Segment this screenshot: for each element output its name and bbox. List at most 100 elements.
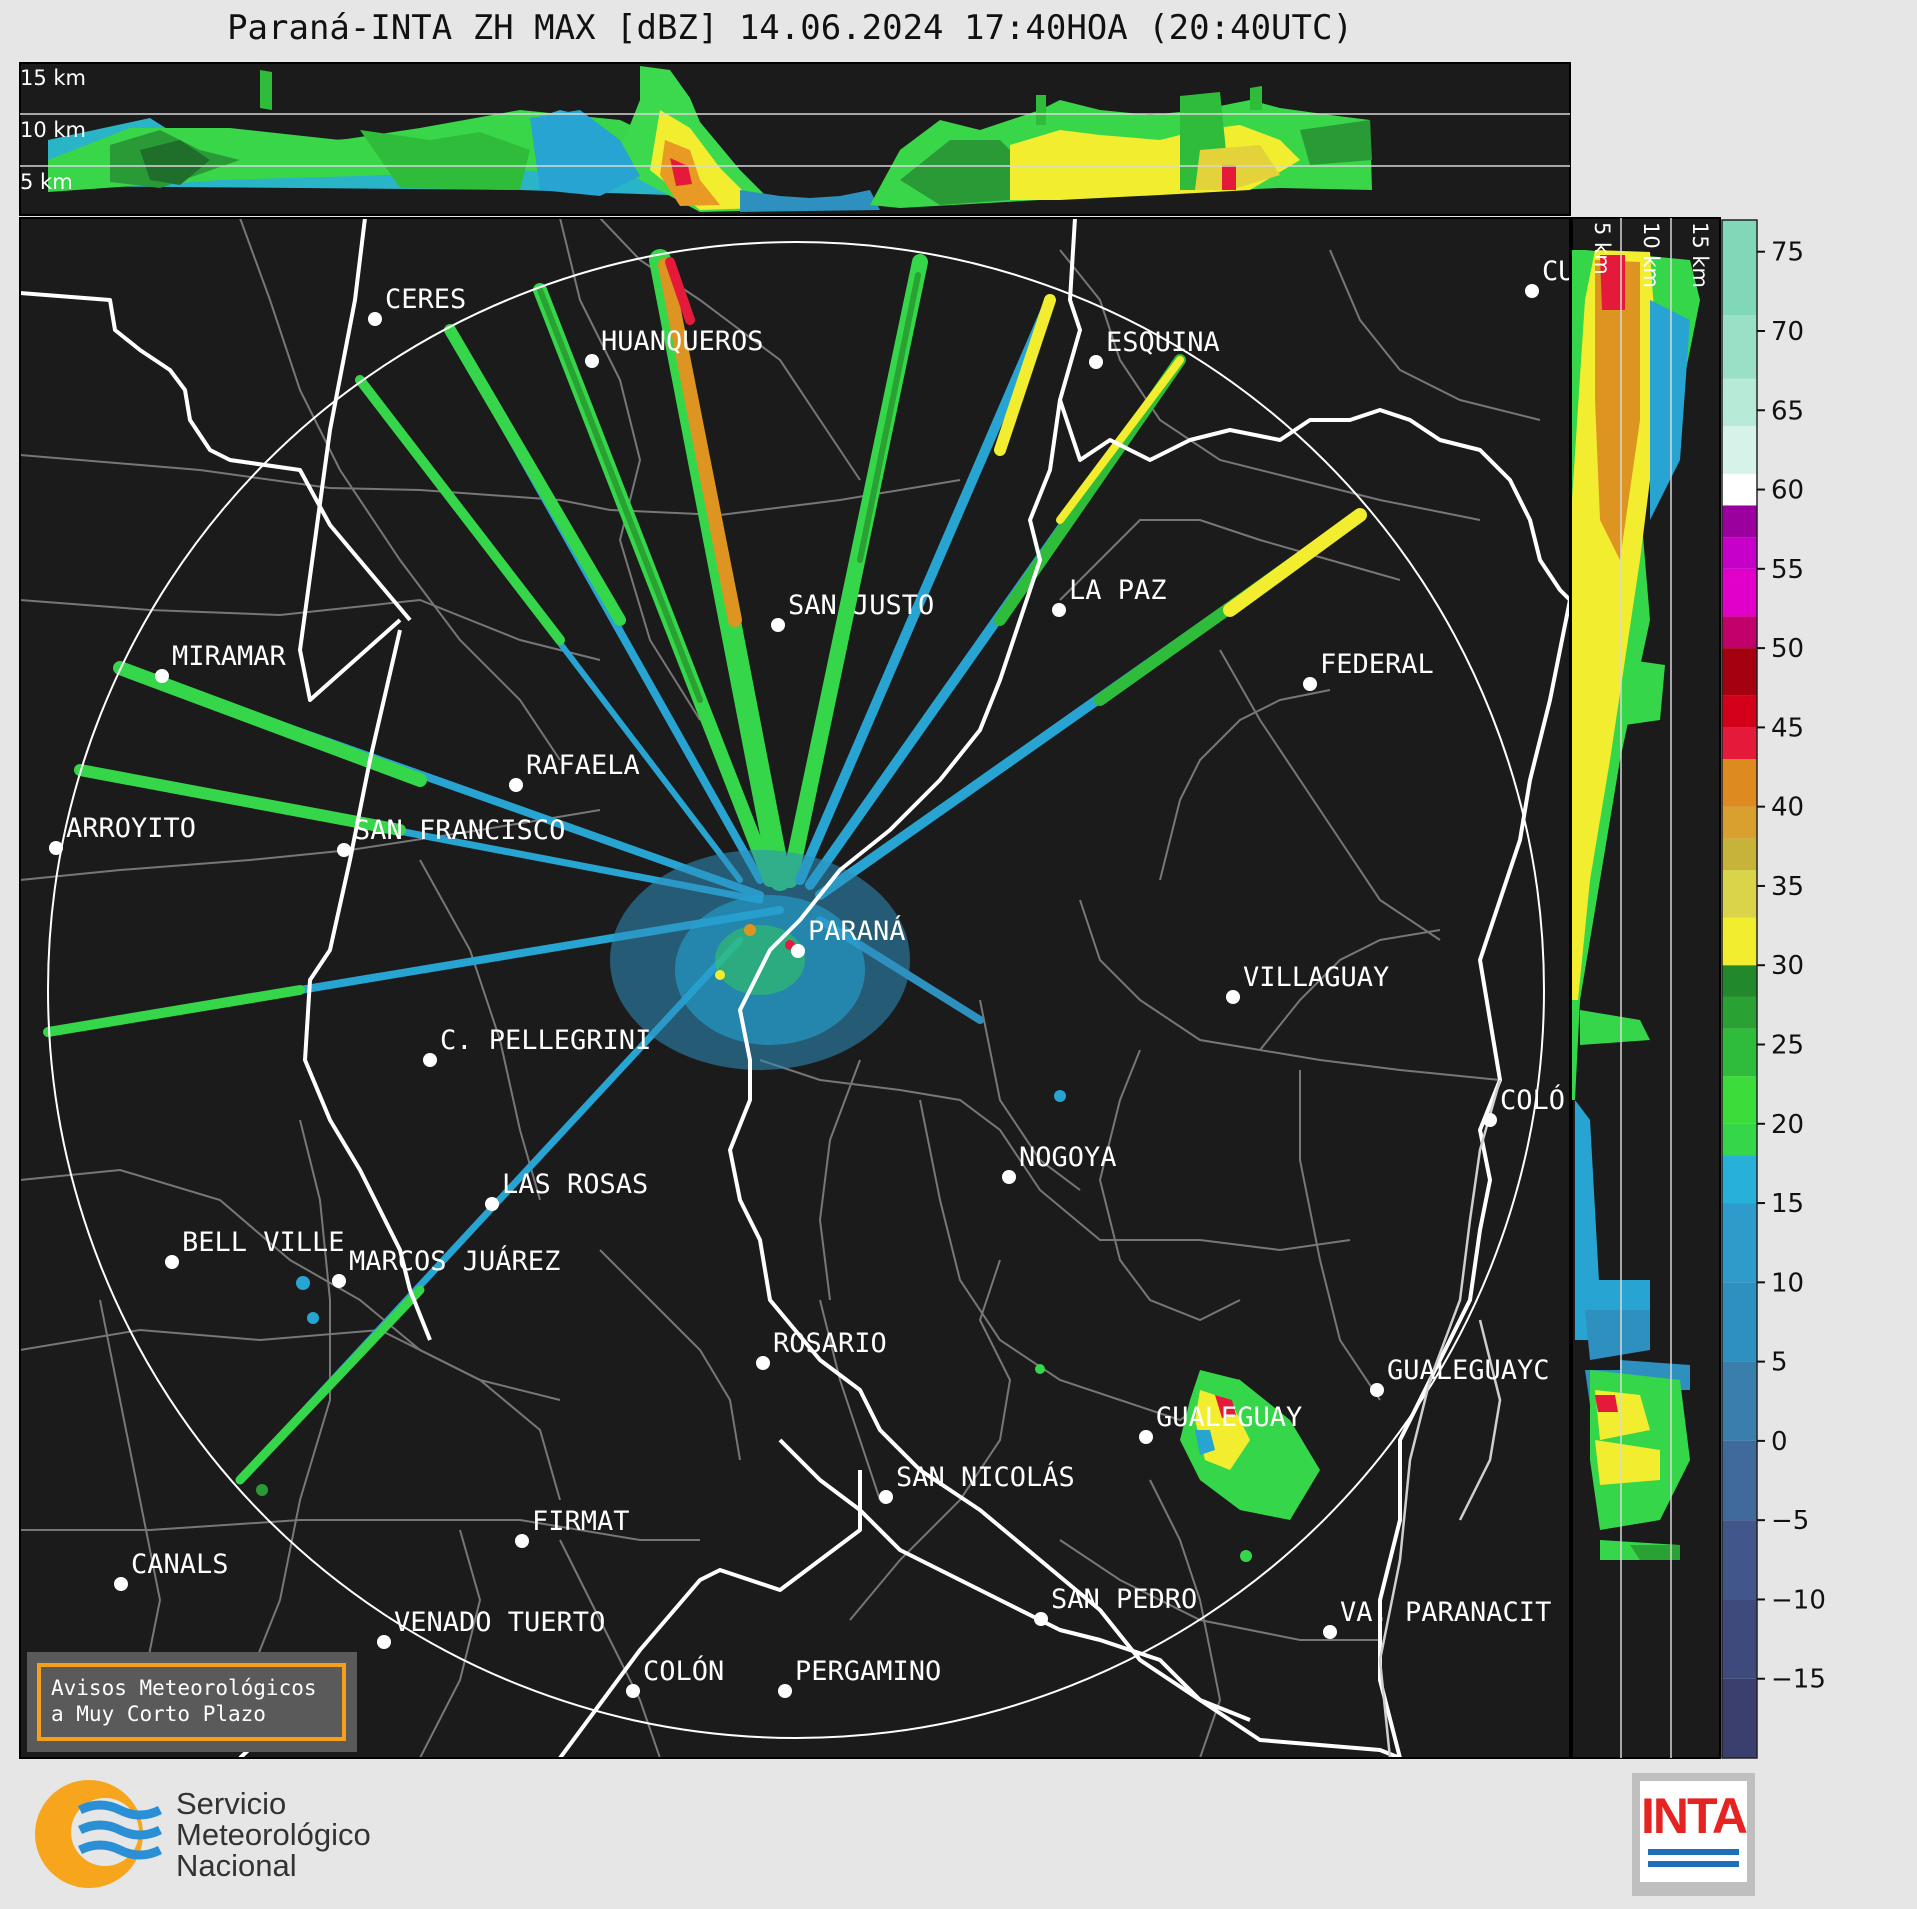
colorbar-segment — [1722, 1282, 1757, 1362]
colorbar-segment — [1722, 1361, 1757, 1441]
colorbar-tick-label: 35 — [1771, 872, 1804, 902]
colorbar-segment — [1722, 648, 1757, 696]
colorbar-segments — [1722, 220, 1757, 1758]
colorbar-tick-label: 5 — [1771, 1348, 1788, 1378]
city-label: CERES — [385, 284, 466, 315]
city-nogoya: NOGOYA — [1002, 1142, 1117, 1184]
city-pergamino: PERGAMINO — [778, 1656, 941, 1698]
city-label: LAS ROSAS — [502, 1169, 648, 1200]
colorbar-tick-label: 40 — [1771, 793, 1804, 823]
colorbar-tick-label: −10 — [1771, 1585, 1826, 1615]
city-federal: FEDERAL — [1303, 649, 1434, 691]
city-label: NOGOYA — [1019, 1142, 1117, 1173]
colorbar-segment — [1722, 1123, 1757, 1156]
department-boundaries — [20, 218, 1541, 1758]
colorbar-segment — [1722, 838, 1757, 871]
rivers — [1378, 1079, 1502, 1758]
inta-bar — [1648, 1861, 1739, 1867]
colorbar-segment — [1722, 568, 1757, 617]
colorbar-segment — [1722, 806, 1757, 839]
notice-line-2: a Muy Corto Plazo — [51, 1702, 266, 1726]
side-height-label: 15 km — [1688, 222, 1712, 288]
city-las-rosas: LAS ROSAS — [485, 1169, 648, 1211]
city-label: PARANÁ — [808, 915, 906, 947]
colorbar-tick-label: −15 — [1771, 1665, 1826, 1695]
top-height-label: 5 km — [20, 170, 73, 194]
city-label: MARCOS JUÁREZ — [349, 1245, 560, 1277]
colorbar-tick-label: 65 — [1771, 396, 1804, 426]
city-bell-ville: BELL VILLE — [165, 1227, 345, 1269]
city-label: SAN PEDRO — [1051, 1584, 1197, 1615]
city-ceres: CERES — [368, 284, 466, 326]
city-label: LA PAZ — [1069, 575, 1167, 606]
city-firmat: FIRMAT — [515, 1506, 630, 1548]
city-label: GUALEGUAY — [1156, 1402, 1302, 1433]
city-rosario: ROSARIO — [756, 1328, 887, 1370]
side-height-panel: 5 km 10 km 15 km — [1571, 217, 1721, 1759]
smn-line-1: Servicio — [176, 1786, 287, 1821]
colorbar-tick-label: 15 — [1771, 1189, 1804, 1219]
colorbar-segment — [1722, 473, 1757, 506]
city-label: VENADO TUERTO — [394, 1607, 605, 1638]
colorbar-tick-label: 10 — [1771, 1268, 1804, 1298]
colorbar-tick-label: 30 — [1771, 951, 1804, 981]
inta-bar — [1648, 1849, 1739, 1855]
side-height-label: 10 km — [1639, 222, 1663, 288]
colorbar-segment — [1722, 1155, 1757, 1204]
city-marcos-juarez: MARCOS JUÁREZ — [332, 1245, 560, 1288]
colorbar-tick-label: 20 — [1771, 1110, 1804, 1140]
colorbar-segment — [1722, 759, 1757, 807]
colorbar-segment — [1722, 1520, 1757, 1600]
city-label: C. PELLEGRINI — [440, 1025, 651, 1056]
city-label: SAN NICOLÁS — [896, 1461, 1075, 1493]
page-title: Paraná-INTA ZH MAX [dBZ] 14.06.2024 17:4… — [227, 8, 1353, 48]
colorbar-segment — [1722, 426, 1757, 474]
radar-map: CERES HUANQUEROS ESQUINA CU SAN JUSTO LA… — [19, 217, 1571, 1759]
city-label: VILLAGUAY — [1243, 962, 1389, 993]
city-san-francisco: SAN FRANCISCO — [337, 815, 565, 857]
city-huanqueros: HUANQUEROS — [585, 326, 764, 368]
city-canals: CANALS — [114, 1549, 229, 1591]
city-label: COLÓN — [643, 1655, 724, 1687]
city-label: ARROYITO — [66, 813, 196, 844]
colorbar-tick-label: 25 — [1771, 1030, 1804, 1060]
colorbar-segment — [1722, 1678, 1757, 1758]
city-san-justo: SAN JUSTO — [771, 590, 934, 632]
city-label: CANALS — [131, 1549, 229, 1580]
colorbar-tick-label: 0 — [1771, 1427, 1788, 1457]
side-panel-echoes — [1572, 250, 1700, 1560]
city-label: ROSARIO — [773, 1328, 887, 1359]
city-va-paranacito: VA. PARANACIT — [1323, 1597, 1551, 1639]
city-label: FIRMAT — [532, 1506, 630, 1537]
city-markers: CERES HUANQUEROS ESQUINA CU SAN JUSTO LA… — [49, 256, 1570, 1698]
smn-logo — [35, 1780, 163, 1888]
warnings-notice: Avisos Meteorológicos a Muy Corto Plazo — [27, 1652, 357, 1752]
colorbar-segment — [1722, 1203, 1757, 1283]
colorbar-segment — [1722, 727, 1757, 760]
inta-logo: INTA — [1632, 1773, 1755, 1896]
city-esquina: ESQUINA — [1089, 327, 1220, 369]
city-arroyito: ARROYITO — [49, 813, 196, 855]
colorbar-segment — [1722, 1440, 1757, 1521]
colorbar-segment — [1722, 537, 1757, 569]
city-label: MIRAMAR — [172, 641, 287, 672]
city-rafaela: RAFAELA — [509, 750, 640, 792]
colorbar-segment — [1722, 616, 1757, 649]
top-height-label: 15 km — [20, 66, 86, 90]
top-height-label: 10 km — [20, 118, 86, 142]
city-cu: CU — [1525, 256, 1570, 298]
colorbar-segment — [1722, 1028, 1757, 1077]
colorbar-segment — [1722, 315, 1757, 379]
colorbar-segment — [1722, 965, 1757, 997]
colorbar-segment — [1722, 1076, 1757, 1124]
city-label: GUALEGUAYC — [1387, 1355, 1550, 1386]
city-la-paz: LA PAZ — [1052, 575, 1167, 617]
colorbar-segment — [1722, 378, 1757, 427]
colorbar-tick-label: 45 — [1771, 713, 1804, 743]
side-height-label: 5 km — [1590, 222, 1614, 275]
city-san-pedro: SAN PEDRO — [1034, 1584, 1197, 1626]
colorbar-tick-label: 75 — [1771, 238, 1804, 268]
city-label: VA. PARANACIT — [1340, 1597, 1551, 1628]
